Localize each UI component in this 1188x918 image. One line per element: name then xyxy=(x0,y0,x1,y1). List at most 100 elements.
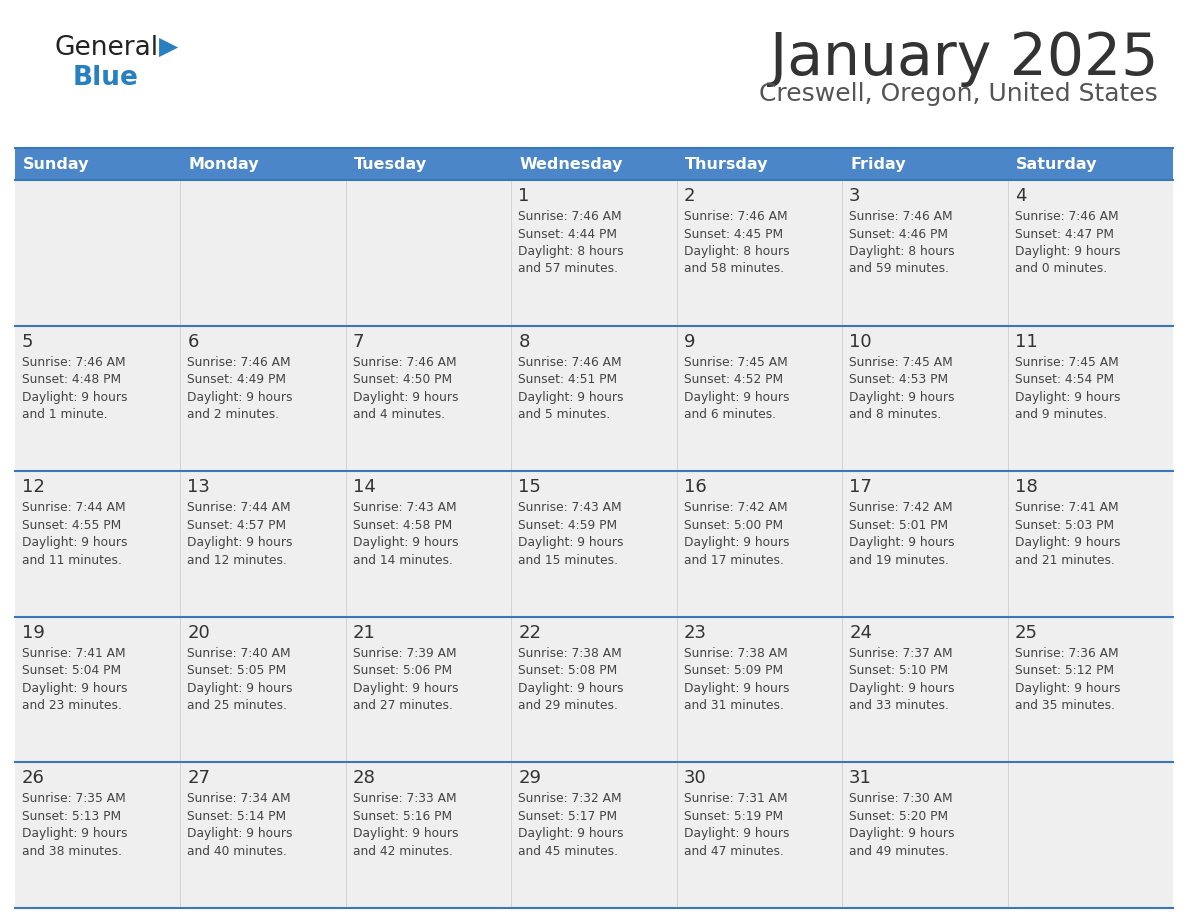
Text: Sunset: 4:57 PM: Sunset: 4:57 PM xyxy=(188,519,286,532)
Text: Daylight: 9 hours: Daylight: 9 hours xyxy=(23,536,127,549)
Bar xyxy=(346,471,511,617)
Bar xyxy=(842,617,1007,763)
Bar xyxy=(511,326,677,471)
Text: 10: 10 xyxy=(849,332,872,351)
Text: 15: 15 xyxy=(518,478,542,497)
Text: Saturday: Saturday xyxy=(1016,156,1097,172)
Text: Sunset: 5:00 PM: Sunset: 5:00 PM xyxy=(684,519,783,532)
Text: Daylight: 9 hours: Daylight: 9 hours xyxy=(518,390,624,404)
Text: and 5 minutes.: and 5 minutes. xyxy=(518,409,611,421)
Text: Sunrise: 7:45 AM: Sunrise: 7:45 AM xyxy=(1015,355,1118,369)
Text: 18: 18 xyxy=(1015,478,1037,497)
Text: and 33 minutes.: and 33 minutes. xyxy=(849,700,949,712)
Bar xyxy=(181,471,346,617)
Text: Sunset: 5:13 PM: Sunset: 5:13 PM xyxy=(23,810,121,823)
Bar xyxy=(15,148,181,180)
Text: Blue: Blue xyxy=(72,65,139,91)
Bar xyxy=(15,763,181,908)
Text: 28: 28 xyxy=(353,769,375,788)
Text: Sunset: 5:17 PM: Sunset: 5:17 PM xyxy=(518,810,618,823)
Bar xyxy=(842,180,1007,326)
Text: ▶: ▶ xyxy=(159,35,178,59)
Text: 2: 2 xyxy=(684,187,695,205)
Text: Sunset: 4:54 PM: Sunset: 4:54 PM xyxy=(1015,373,1113,386)
Bar xyxy=(1007,617,1173,763)
Text: and 11 minutes.: and 11 minutes. xyxy=(23,554,122,566)
Text: 20: 20 xyxy=(188,624,210,642)
Text: Sunrise: 7:46 AM: Sunrise: 7:46 AM xyxy=(353,355,456,369)
Text: Sunrise: 7:41 AM: Sunrise: 7:41 AM xyxy=(1015,501,1118,514)
Text: Sunset: 4:51 PM: Sunset: 4:51 PM xyxy=(518,373,618,386)
Text: Daylight: 9 hours: Daylight: 9 hours xyxy=(684,827,789,840)
Text: Daylight: 9 hours: Daylight: 9 hours xyxy=(353,682,459,695)
Bar xyxy=(346,617,511,763)
Text: and 21 minutes.: and 21 minutes. xyxy=(1015,554,1114,566)
Bar xyxy=(677,326,842,471)
Bar xyxy=(346,148,511,180)
Text: Sunset: 5:01 PM: Sunset: 5:01 PM xyxy=(849,519,948,532)
Text: 25: 25 xyxy=(1015,624,1037,642)
Text: Daylight: 9 hours: Daylight: 9 hours xyxy=(684,536,789,549)
Bar xyxy=(511,763,677,908)
Text: Daylight: 9 hours: Daylight: 9 hours xyxy=(23,390,127,404)
Text: 11: 11 xyxy=(1015,332,1037,351)
Text: Sunrise: 7:43 AM: Sunrise: 7:43 AM xyxy=(518,501,621,514)
Text: and 0 minutes.: and 0 minutes. xyxy=(1015,263,1107,275)
Text: Daylight: 9 hours: Daylight: 9 hours xyxy=(1015,536,1120,549)
Text: Daylight: 9 hours: Daylight: 9 hours xyxy=(1015,682,1120,695)
Text: Daylight: 8 hours: Daylight: 8 hours xyxy=(684,245,789,258)
Text: Daylight: 9 hours: Daylight: 9 hours xyxy=(353,827,459,840)
Text: and 40 minutes.: and 40 minutes. xyxy=(188,845,287,858)
Text: Monday: Monday xyxy=(189,156,259,172)
Text: 24: 24 xyxy=(849,624,872,642)
Text: Sunset: 5:04 PM: Sunset: 5:04 PM xyxy=(23,665,121,677)
Text: and 9 minutes.: and 9 minutes. xyxy=(1015,409,1107,421)
Text: Sunset: 5:05 PM: Sunset: 5:05 PM xyxy=(188,665,286,677)
Text: and 6 minutes.: and 6 minutes. xyxy=(684,409,776,421)
Bar xyxy=(1007,763,1173,908)
Text: and 57 minutes.: and 57 minutes. xyxy=(518,263,618,275)
Text: Daylight: 9 hours: Daylight: 9 hours xyxy=(23,827,127,840)
Text: Sunset: 4:44 PM: Sunset: 4:44 PM xyxy=(518,228,618,241)
Bar xyxy=(181,617,346,763)
Text: Sunset: 4:45 PM: Sunset: 4:45 PM xyxy=(684,228,783,241)
Bar xyxy=(181,180,346,326)
Text: Daylight: 9 hours: Daylight: 9 hours xyxy=(684,390,789,404)
Text: Sunrise: 7:38 AM: Sunrise: 7:38 AM xyxy=(518,647,623,660)
Text: Thursday: Thursday xyxy=(684,156,769,172)
Text: Tuesday: Tuesday xyxy=(354,156,426,172)
Text: Sunday: Sunday xyxy=(23,156,89,172)
Text: Sunset: 5:20 PM: Sunset: 5:20 PM xyxy=(849,810,948,823)
Text: 23: 23 xyxy=(684,624,707,642)
Bar xyxy=(842,471,1007,617)
Text: Daylight: 9 hours: Daylight: 9 hours xyxy=(518,682,624,695)
Text: Daylight: 9 hours: Daylight: 9 hours xyxy=(849,827,955,840)
Text: Sunset: 4:53 PM: Sunset: 4:53 PM xyxy=(849,373,948,386)
Text: and 42 minutes.: and 42 minutes. xyxy=(353,845,453,858)
Bar xyxy=(346,180,511,326)
Text: 30: 30 xyxy=(684,769,707,788)
Text: Sunset: 4:50 PM: Sunset: 4:50 PM xyxy=(353,373,451,386)
Text: Daylight: 9 hours: Daylight: 9 hours xyxy=(518,827,624,840)
Text: and 58 minutes.: and 58 minutes. xyxy=(684,263,784,275)
Text: Daylight: 9 hours: Daylight: 9 hours xyxy=(188,390,293,404)
Text: Sunrise: 7:44 AM: Sunrise: 7:44 AM xyxy=(188,501,291,514)
Text: Sunset: 4:52 PM: Sunset: 4:52 PM xyxy=(684,373,783,386)
Bar xyxy=(346,326,511,471)
Bar xyxy=(677,617,842,763)
Text: and 8 minutes.: and 8 minutes. xyxy=(849,409,941,421)
Text: Sunrise: 7:46 AM: Sunrise: 7:46 AM xyxy=(684,210,788,223)
Text: Sunset: 5:19 PM: Sunset: 5:19 PM xyxy=(684,810,783,823)
Text: Sunrise: 7:46 AM: Sunrise: 7:46 AM xyxy=(23,355,126,369)
Bar xyxy=(1007,326,1173,471)
Text: Sunrise: 7:31 AM: Sunrise: 7:31 AM xyxy=(684,792,788,805)
Text: Sunrise: 7:42 AM: Sunrise: 7:42 AM xyxy=(849,501,953,514)
Text: 22: 22 xyxy=(518,624,542,642)
Text: and 25 minutes.: and 25 minutes. xyxy=(188,700,287,712)
Text: Sunset: 4:59 PM: Sunset: 4:59 PM xyxy=(518,519,618,532)
Text: Sunrise: 7:41 AM: Sunrise: 7:41 AM xyxy=(23,647,126,660)
Text: Sunrise: 7:36 AM: Sunrise: 7:36 AM xyxy=(1015,647,1118,660)
Text: Daylight: 9 hours: Daylight: 9 hours xyxy=(188,536,293,549)
Text: and 45 minutes.: and 45 minutes. xyxy=(518,845,618,858)
Text: Sunrise: 7:45 AM: Sunrise: 7:45 AM xyxy=(684,355,788,369)
